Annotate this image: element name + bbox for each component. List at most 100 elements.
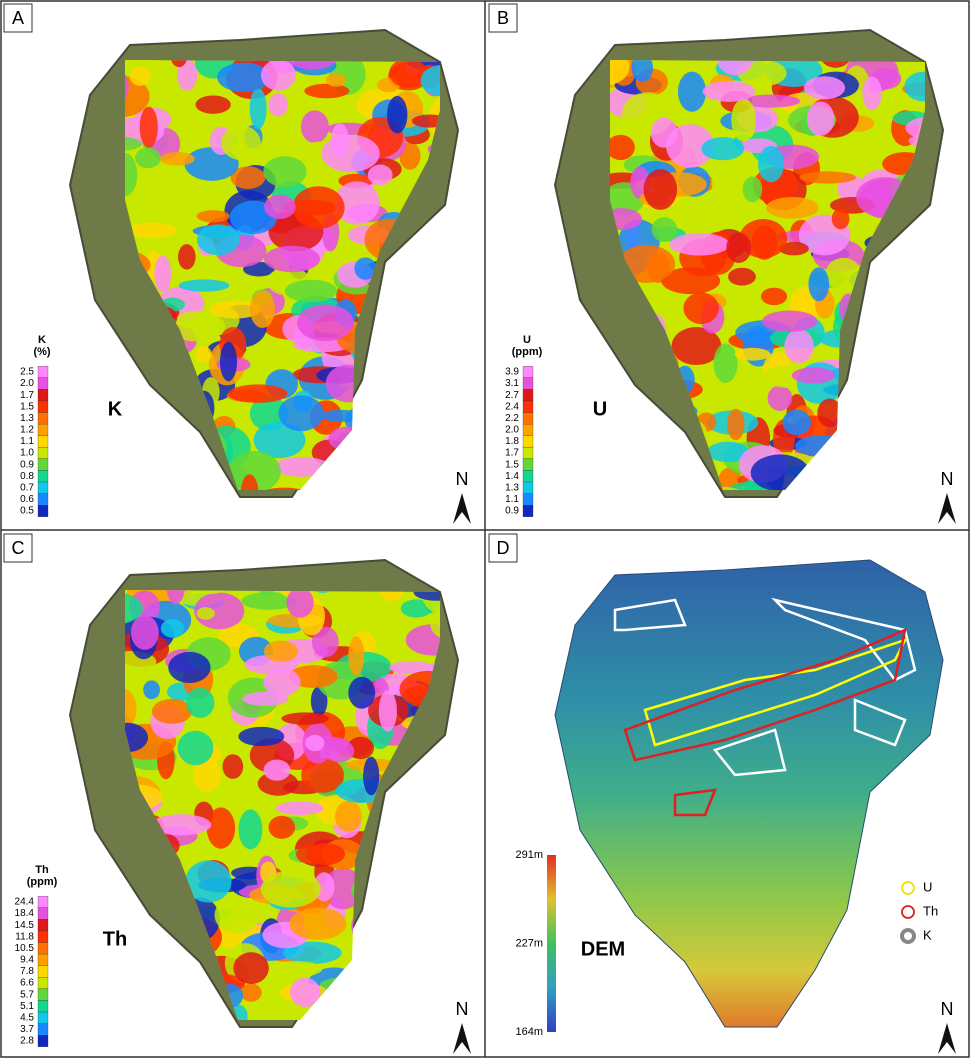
legend-swatch [38,989,48,1001]
map-blob [860,330,903,353]
legend-tick: 1.0 [20,448,34,459]
map-blob [160,152,195,166]
map-blob [907,351,936,373]
panel: U(ppm)3.93.12.72.42.22.01.81.71.51.41.31… [489,4,959,524]
map-label: K [108,398,123,420]
key-symbol [902,930,914,942]
map-blob [375,305,397,328]
legend-swatch [38,1024,48,1036]
legend-swatch [523,401,533,413]
legend-title: U [523,334,531,346]
map-blob [899,465,945,499]
map-blob [165,453,215,479]
map-blob [867,425,898,458]
map-blob [868,438,898,463]
legend-swatch [38,459,48,471]
map-blob [196,983,213,1001]
map-blob [345,403,401,437]
map-blob [386,999,418,1015]
map-blob [90,468,140,496]
map-blob [363,757,379,796]
north-label: N [941,469,954,489]
map-blob [354,931,393,967]
legend-tick: 1.3 [20,413,34,424]
map-blob [196,346,212,362]
map-blob [359,991,390,1014]
legend-swatch [523,413,533,425]
legend-swatch [38,954,48,966]
map-blob [399,289,428,333]
map-blob [320,977,372,993]
map-blob [394,284,429,318]
map-blob [652,217,678,242]
map-blob [385,340,411,372]
map-blob [83,455,140,468]
map-label: Th [103,928,127,950]
map-blob [136,999,166,1029]
legend-tick: 0.9 [20,459,34,470]
map-label: DEM [581,938,625,960]
map-blob [644,169,678,210]
map-blob [405,785,432,801]
map-blob [384,322,423,350]
map-blob [782,410,811,435]
legend-swatch [38,494,48,506]
legend-swatch [38,447,48,459]
legend-tick: 2.4 [505,401,519,412]
map-blob [405,1002,451,1038]
north-arrow [453,493,471,524]
north-arrow [453,1023,471,1054]
map-blob [856,387,877,405]
map-blob [114,987,140,1012]
map-blob [906,330,955,368]
legend-tick: 11.8 [15,931,34,942]
map-blob [228,384,287,402]
map-blob [417,844,473,864]
map-blob [768,385,793,410]
map-blob [329,426,369,451]
map-blob [683,292,719,324]
legend-swatch [38,908,48,920]
map-blob [378,315,416,341]
map-blob [169,464,195,497]
legend-tick: 2.8 [20,1036,34,1047]
legend-tick: 2.5 [20,367,34,378]
map-blob [880,412,905,429]
map-blob [862,76,881,110]
map-blob [868,305,908,333]
map-blob [306,843,345,865]
map-blob [181,1009,227,1028]
map-blob [116,898,135,922]
legend-tick: 0.8 [20,471,34,482]
panel-letter: C [12,538,25,558]
legend-tick: 0.6 [20,494,34,505]
map-blob [145,1010,187,1036]
map-blob [653,441,679,475]
legend-swatch [523,389,533,401]
legend-tick: 0.9 [505,506,519,517]
legend-tick: 3.9 [505,367,519,378]
map-blob [207,807,235,848]
map-blob [615,407,651,429]
legend-tick: 1.5 [505,459,519,470]
map-blob [331,980,365,1001]
map-blob [382,978,442,1012]
map-blob [264,195,296,219]
map-blob [281,712,328,724]
map-blob [335,801,362,832]
map-blob [751,454,810,491]
map-blob [792,367,835,383]
legend-tick: 1.5 [20,401,34,412]
map-blob [179,279,230,291]
map-blob [90,952,130,970]
map-blob [874,474,891,499]
map-blob [178,731,214,765]
map-blob [888,308,941,342]
map-blob [384,1010,409,1048]
north-arrow [938,493,956,524]
map-blob [142,413,174,453]
legend-tick: 227m [515,937,543,949]
map-blob [365,981,391,1023]
map-blob [766,197,818,219]
map-blob [385,335,407,365]
